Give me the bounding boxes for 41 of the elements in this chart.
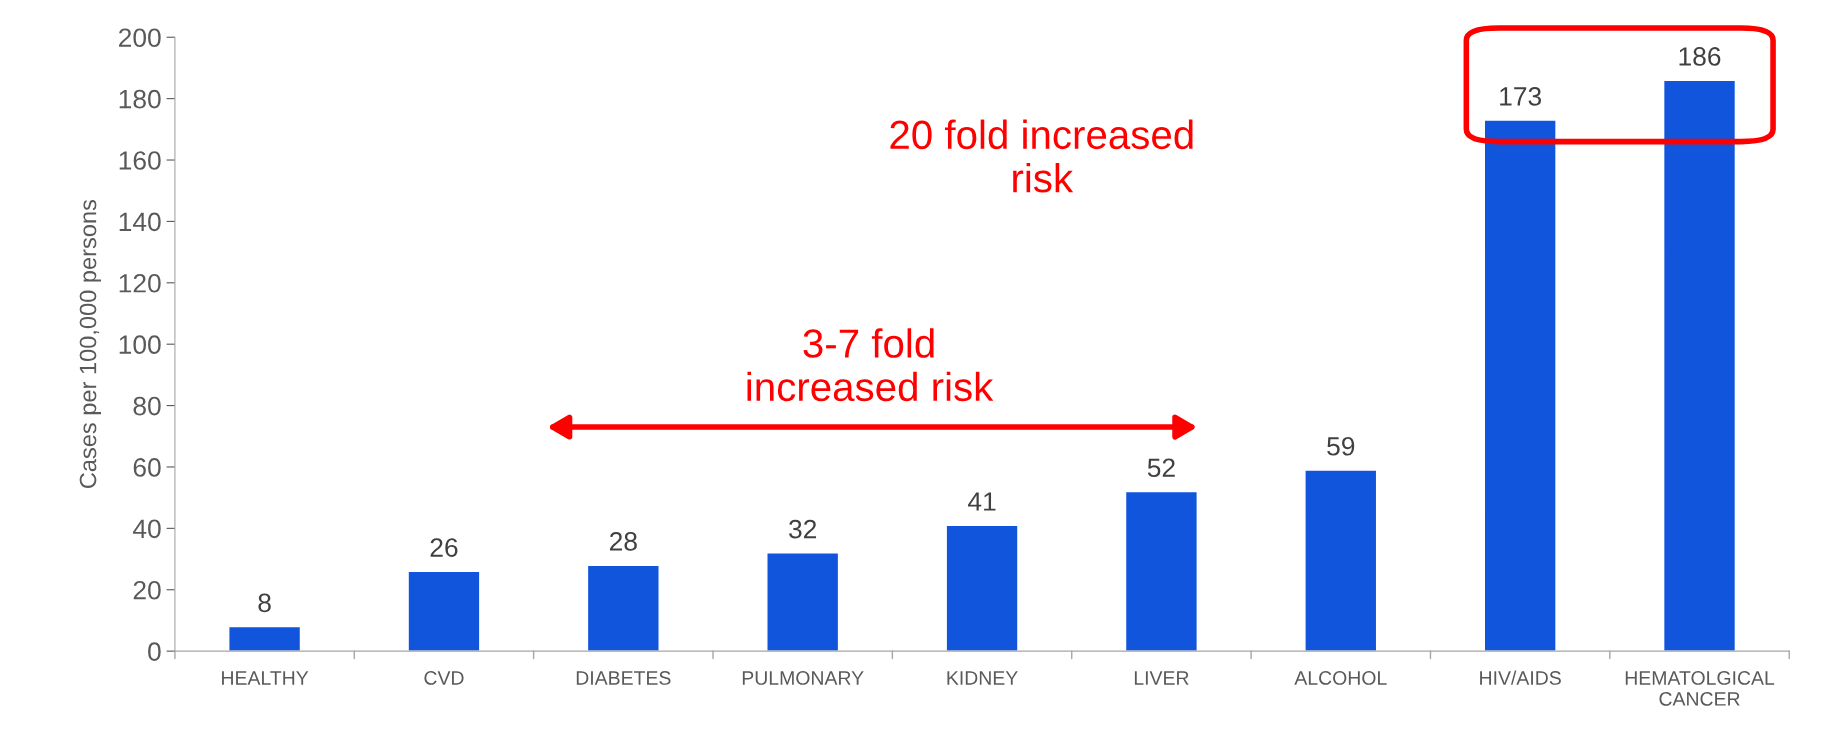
x-tick-label: LIVER <box>1134 671 1189 685</box>
data-label: 28 <box>609 532 637 551</box>
data-label: 59 <box>1327 436 1355 456</box>
x-tick-label: PULMONARY <box>742 671 864 685</box>
data-label: 32 <box>789 519 817 539</box>
y-tick-label: 140 <box>119 212 161 232</box>
bar <box>766 552 840 652</box>
data-label: 41 <box>967 492 996 511</box>
x-tick-label: HEALTHY <box>222 671 309 685</box>
y-tick-label: 180 <box>119 89 161 109</box>
x-tick-label: HEMATOLGICAL CANCER <box>1625 671 1775 706</box>
data-label: 173 <box>1500 87 1542 106</box>
x-tick-label: KIDNEY <box>947 671 1018 685</box>
x-tick-label: HIV/AIDS <box>1480 670 1561 685</box>
bar <box>1124 490 1198 652</box>
y-tick-label: 60 <box>133 458 161 477</box>
bar <box>945 524 1019 652</box>
data-label: 26 <box>430 538 458 557</box>
bar <box>228 625 302 652</box>
x-tick-label: CVD <box>424 671 464 685</box>
y-tick-label: 40 <box>132 519 161 539</box>
bar <box>586 564 660 652</box>
x-tick-label: ALCOHOL <box>1294 671 1387 685</box>
data-label: 8 <box>258 593 271 613</box>
y-tick-label: 200 <box>119 28 161 48</box>
y-tick-label: 0 <box>148 642 161 661</box>
annotation: 20 fold increased risk <box>890 119 1193 193</box>
y-tick-label: 20 <box>133 580 161 600</box>
y-axis-title: Cases per 100,000 persons <box>79 199 102 489</box>
data-label: 186 <box>1679 47 1721 66</box>
bar <box>1304 469 1378 652</box>
bar <box>1483 119 1557 652</box>
y-tick-label: 80 <box>133 396 161 416</box>
x-tick-label: DIABETES <box>576 671 671 685</box>
bar <box>1662 79 1737 652</box>
bar <box>407 570 481 652</box>
y-tick-label: 100 <box>119 335 161 355</box>
data-label: 52 <box>1147 458 1175 478</box>
y-tick-label: 160 <box>119 151 161 170</box>
annotation: 3-7 fold increased risk <box>747 328 994 402</box>
y-tick-label: 120 <box>119 273 161 293</box>
